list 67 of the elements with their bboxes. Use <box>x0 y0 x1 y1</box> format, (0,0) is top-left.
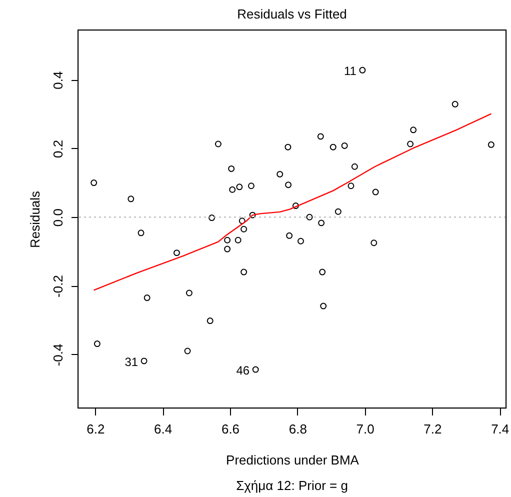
point <box>317 133 324 140</box>
point <box>186 290 192 296</box>
point <box>276 170 284 178</box>
x-tick-label: 6.2 <box>86 422 105 436</box>
point <box>407 140 414 148</box>
x-tick-label: 7.4 <box>491 422 510 436</box>
x-tick-label: 6.8 <box>288 422 307 436</box>
x-axis-title: Predictions under BMA <box>226 452 360 468</box>
point <box>238 218 246 224</box>
point <box>252 366 259 373</box>
point <box>174 250 180 256</box>
point <box>224 236 231 244</box>
point <box>140 358 148 364</box>
line-series <box>93 113 492 291</box>
point <box>372 188 379 196</box>
point <box>144 294 150 302</box>
point <box>94 340 100 348</box>
point <box>351 163 358 170</box>
point <box>359 66 366 74</box>
point <box>138 230 144 236</box>
point <box>208 214 216 222</box>
x-tick-label: 7.0 <box>356 422 374 436</box>
point <box>248 182 254 190</box>
point <box>286 232 293 239</box>
y-tick-label: 0.2 <box>50 140 66 158</box>
point <box>228 165 235 172</box>
x-tick-label: 6.6 <box>221 422 240 436</box>
y-tick-label: -0.2 <box>50 275 66 298</box>
point <box>236 184 243 190</box>
point <box>488 141 494 148</box>
point <box>298 238 304 244</box>
x-tick-label: 6.4 <box>154 422 172 436</box>
point <box>184 348 191 354</box>
point <box>285 182 292 188</box>
text: Σχήμα 12: Prior = g <box>236 478 348 493</box>
point <box>319 268 326 276</box>
point <box>334 208 342 215</box>
chart-title: Residuals vs Fitted <box>237 6 347 22</box>
point <box>284 144 292 150</box>
point <box>234 236 242 244</box>
y-tick-label: -0.4 <box>50 344 66 366</box>
x-tick-label: 7.2 <box>424 422 442 436</box>
point <box>240 268 248 276</box>
point <box>330 144 336 150</box>
y-tick-label: 0.4 <box>50 71 66 90</box>
y-axis-title: Residuals <box>28 190 42 248</box>
point <box>206 318 214 324</box>
point <box>128 196 134 202</box>
point <box>240 226 248 232</box>
annotation: 46 <box>236 364 250 378</box>
point <box>249 212 256 218</box>
point <box>452 100 458 108</box>
point <box>370 240 378 246</box>
point <box>224 246 231 252</box>
point <box>229 186 236 193</box>
point <box>318 220 325 226</box>
y-tick-label: 0.0 <box>50 208 66 227</box>
annotation: 11 <box>344 64 357 78</box>
point <box>306 214 313 220</box>
point <box>410 126 417 134</box>
point <box>320 302 327 310</box>
point <box>214 140 222 148</box>
annotation: 31 <box>124 354 138 369</box>
point <box>341 142 348 149</box>
point <box>90 180 98 186</box>
point <box>292 202 299 210</box>
point <box>348 182 354 190</box>
